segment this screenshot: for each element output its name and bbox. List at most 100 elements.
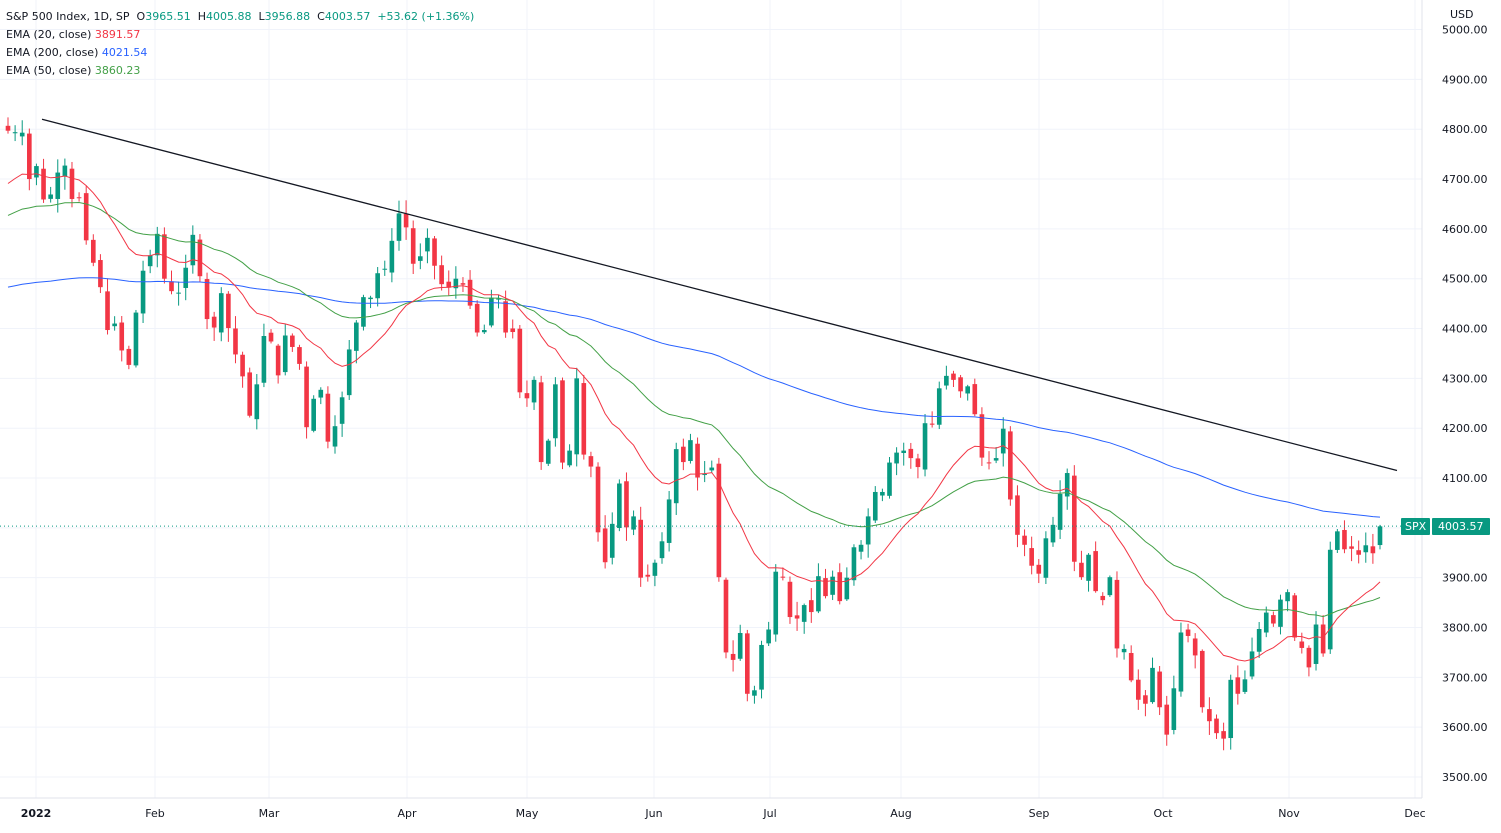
candle-body [915, 458, 921, 468]
candle-body [844, 577, 850, 600]
candle [1242, 670, 1248, 694]
candle-body [1185, 629, 1191, 636]
candle-body [389, 240, 395, 273]
candle-body [126, 348, 132, 365]
candle-body [1242, 679, 1248, 692]
y-tick-label: 4200.00 [1442, 422, 1488, 435]
candle-body [432, 238, 437, 266]
candle [844, 567, 850, 601]
candle-body [1192, 638, 1198, 656]
candle-body [169, 281, 174, 292]
candle [318, 387, 324, 405]
candle [1327, 541, 1333, 654]
candle-body [410, 228, 416, 264]
candle [545, 438, 551, 467]
candle [993, 447, 999, 464]
candle [425, 228, 430, 264]
candle [403, 200, 409, 240]
candle [908, 442, 914, 469]
candle-body [887, 462, 892, 496]
candle [1221, 722, 1226, 751]
candle [453, 266, 459, 299]
candle-body [908, 448, 914, 459]
candle [48, 186, 53, 203]
candle [617, 479, 622, 532]
candle [624, 472, 629, 541]
candle-body [112, 323, 117, 327]
candle-body [524, 393, 530, 399]
candle [737, 624, 743, 661]
candle [1356, 540, 1361, 564]
candle-body [808, 600, 814, 613]
candle-body [147, 255, 153, 267]
candle [190, 225, 196, 274]
trendline-segment[interactable] [41, 118, 1398, 472]
candle-body [780, 576, 786, 578]
candle-body [894, 452, 899, 464]
candle-body [275, 345, 281, 376]
candle-body [759, 644, 764, 690]
candle [76, 192, 82, 202]
candle-body [595, 466, 601, 533]
candle-body [1263, 612, 1269, 633]
trendline[interactable] [41, 118, 1398, 472]
candle-body [1320, 624, 1326, 654]
candle-body [688, 440, 693, 461]
candle [1214, 714, 1219, 739]
y-tick-label: 4100.00 [1442, 472, 1488, 485]
candle-body [1228, 679, 1234, 739]
ema20-row[interactable]: EMA (20, close) 3891.57 [6, 28, 141, 41]
candle-body [659, 541, 665, 559]
candle-body [865, 516, 871, 545]
candle [211, 311, 217, 341]
candle-body [1114, 579, 1120, 649]
candle-body [154, 233, 160, 256]
candle [1057, 480, 1063, 540]
candle [695, 437, 700, 491]
ema200-row[interactable]: EMA (200, close) 4021.54 [6, 46, 148, 59]
ema50-row[interactable]: EMA (50, close) 3860.23 [6, 64, 141, 77]
candle [1171, 675, 1177, 735]
open-value: 3965.51 [145, 10, 191, 23]
candle-body [282, 335, 288, 373]
candle-body [311, 398, 316, 431]
symbol-price-tag: SPX [1401, 518, 1431, 536]
candle-body [211, 316, 217, 328]
ema20-line [7, 173, 1381, 662]
candle-body [339, 397, 345, 424]
candle [1143, 690, 1148, 717]
candle [851, 544, 857, 586]
candle [1022, 529, 1027, 557]
candle-body [1278, 599, 1283, 627]
candle [176, 281, 181, 306]
candle [780, 567, 786, 581]
candle-body [723, 579, 729, 653]
candle [801, 603, 807, 634]
candle-body [1313, 624, 1319, 664]
axes: 3500.003600.003700.003800.003900.004000.… [0, 0, 1488, 820]
candle [1256, 622, 1262, 658]
candle-body [346, 349, 352, 396]
candle [1093, 541, 1098, 593]
candle-body [1207, 709, 1212, 722]
candle-body [1093, 551, 1098, 592]
candle-body [652, 562, 658, 576]
candle-body [1292, 595, 1298, 638]
candle-body [354, 322, 359, 351]
candle-body [453, 278, 459, 289]
x-tick-label: Jul [762, 807, 776, 820]
candle [247, 367, 253, 418]
candle-body [1221, 731, 1226, 739]
candle [361, 294, 366, 331]
candle [418, 243, 423, 270]
candle-body [638, 519, 643, 578]
candle-body [1249, 651, 1255, 677]
candle [794, 601, 800, 631]
candle-body [951, 373, 956, 380]
candle [830, 570, 835, 601]
candle-body [41, 168, 46, 200]
candle [169, 270, 174, 295]
ohlc-row: S&P 500 Index, 1D, SP O3965.51 H4005.88 … [6, 10, 475, 23]
candle [1349, 536, 1354, 562]
